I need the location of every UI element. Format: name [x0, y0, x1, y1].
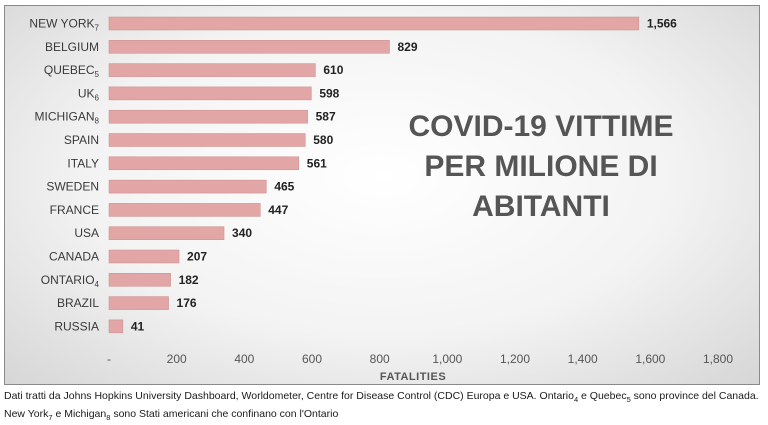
x-tick-label: 1,400	[568, 352, 598, 366]
category-label: RUSSIA	[54, 319, 99, 333]
caption-text: e Quebec	[578, 390, 627, 402]
bar-quebec	[108, 63, 316, 77]
value-label: 587	[316, 110, 336, 124]
x-tick-label: 400	[234, 352, 254, 366]
x-axis-title: FATALITIES	[380, 371, 446, 383]
value-label: 598	[319, 86, 339, 100]
category-label: MICHIGAN8	[35, 110, 100, 126]
category-label: SPAIN	[64, 133, 99, 147]
category-label: UK6	[78, 86, 100, 102]
bar-canada	[108, 249, 180, 264]
chart-title: COVID-19 VITTIME PER MILIONE DI ABITANTI	[408, 110, 673, 223]
x-tick-label: 1,000	[432, 352, 462, 366]
chart-title-line: PER MILIONE DI	[424, 150, 657, 183]
caption-subscript: 8	[106, 413, 111, 423]
value-label: 41	[131, 319, 145, 333]
category-label: ITALY	[67, 156, 99, 170]
value-label: 561	[307, 156, 327, 170]
value-label: 182	[179, 273, 199, 287]
caption-text: sono Stati americani che confinano con l…	[110, 408, 339, 421]
chart-title-line: ABITANTI	[472, 190, 610, 223]
caption-text: Dati tratti da Johns Hopkins University …	[4, 390, 574, 402]
category-label: NEW YORK7	[29, 17, 99, 33]
category-label: QUEBEC5	[44, 63, 100, 79]
x-tick-label: 800	[370, 352, 390, 366]
value-label: 207	[187, 250, 207, 264]
bar-spain	[108, 133, 306, 147]
value-label: 340	[232, 226, 252, 240]
category-label: BELGIUM	[45, 40, 99, 54]
caption-text: New York	[4, 408, 49, 421]
chart-title-line: COVID-19 VITTIME	[408, 110, 673, 143]
x-tick-label: -	[107, 352, 111, 366]
bars-layer	[108, 16, 640, 334]
value-label: 465	[274, 180, 294, 194]
bar-michigan	[108, 109, 308, 124]
category-label: CANADA	[49, 250, 99, 264]
value-label: 447	[268, 203, 288, 217]
bar-uk	[108, 86, 312, 101]
category-label: BRAZIL	[57, 296, 99, 310]
source-caption: Dati tratti da Johns Hopkins University …	[4, 389, 764, 425]
bar-russia	[108, 319, 124, 334]
value-label: 580	[313, 133, 333, 147]
x-tick-label: 1,600	[635, 352, 665, 366]
x-tick-label: 1,200	[500, 352, 530, 366]
chart-frame: NEW YORK7 BELGIUM QUEBEC5 UK6 MICHIGAN8 SPAIN…	[4, 5, 760, 385]
x-tick-labels: - 200 400 600 800 1,000 1,200 1,400 1,600 1,800	[107, 352, 733, 366]
caption-line-2: New York7 e Michigan8 sono Stati america…	[4, 407, 764, 425]
value-label: 829	[397, 40, 417, 54]
value-labels: 1,566 829 610 598 587 580 561 465 447 340 207 182 17…	[131, 17, 677, 334]
value-label: 1,566	[647, 17, 677, 31]
category-label: SWEDEN	[46, 180, 99, 194]
category-label: ONTARIO4	[41, 273, 100, 289]
bar-usa	[108, 226, 225, 240]
bar-new-york	[108, 16, 640, 31]
value-label: 610	[323, 63, 343, 77]
x-tick-label: 200	[167, 352, 187, 366]
caption-line-1: Dati tratti da Johns Hopkins University …	[4, 389, 764, 407]
caption-text: sono province del Canada.	[630, 390, 759, 402]
caption-subscript: 7	[48, 413, 53, 423]
x-tick-label: 1,800	[703, 352, 733, 366]
value-label: 176	[177, 296, 197, 310]
bar-belgium	[108, 40, 390, 54]
bar-chart: NEW YORK7 BELGIUM QUEBEC5 UK6 MICHIGAN8 SPAIN…	[29, 16, 733, 384]
category-labels: NEW YORK7 BELGIUM QUEBEC5 UK6 MICHIGAN8 SPAIN…	[29, 17, 99, 334]
category-label: USA	[74, 226, 99, 240]
caption-subscript: 5	[626, 395, 631, 405]
x-tick-label: 600	[302, 352, 322, 366]
bar-italy	[108, 156, 300, 171]
caption-subscript: 4	[573, 395, 579, 405]
caption-text: e Michigan	[52, 408, 107, 421]
bar-sweden	[108, 179, 267, 194]
bar-france	[108, 203, 261, 217]
bar-ontario	[108, 273, 171, 287]
bar-brazil	[108, 296, 169, 310]
category-label: FRANCE	[50, 203, 99, 217]
